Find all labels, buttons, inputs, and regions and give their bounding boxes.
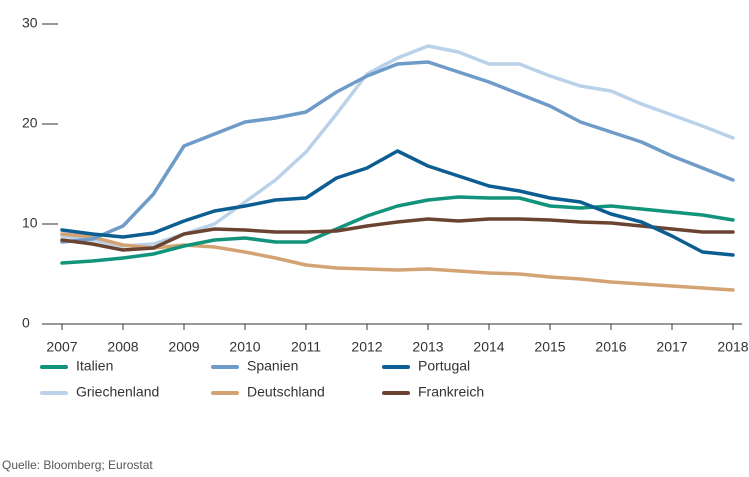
legend-label: Spanien [247, 358, 298, 374]
series-line [60, 44, 735, 248]
x-tick-label: 2008 [107, 339, 138, 355]
y-tick-label: 0 [22, 315, 30, 331]
legend-label: Italien [76, 358, 113, 374]
legend-label: Deutschland [247, 384, 325, 400]
x-tick-label: 2018 [717, 339, 748, 355]
x-tick-label: 2016 [595, 339, 626, 355]
legend-label: Portugal [418, 358, 470, 374]
x-tick-label: 2010 [229, 339, 260, 355]
y-tick-label: 30 [22, 15, 38, 31]
x-tick-label: 2015 [534, 339, 565, 355]
series-line [60, 232, 735, 292]
x-tick-label: 2011 [291, 339, 321, 355]
y-tick-label: 10 [22, 215, 38, 231]
x-tick-label: 2009 [168, 339, 199, 355]
series-line [60, 217, 735, 252]
x-tick-label: 2017 [656, 339, 687, 355]
series-line [60, 149, 735, 257]
legend-label: Frankreich [418, 384, 484, 400]
x-tick-label: 2014 [473, 339, 504, 355]
x-tick-label: 2012 [351, 339, 382, 355]
x-tick-label: 2007 [46, 339, 77, 355]
y-tick-label: 20 [22, 115, 38, 131]
series-line [60, 195, 735, 265]
series-line [60, 60, 735, 244]
x-tick-label: 2013 [412, 339, 443, 355]
source: Quelle: Bloomberg; Eurostat [2, 458, 153, 472]
legend-label: Griechenland [76, 384, 159, 400]
